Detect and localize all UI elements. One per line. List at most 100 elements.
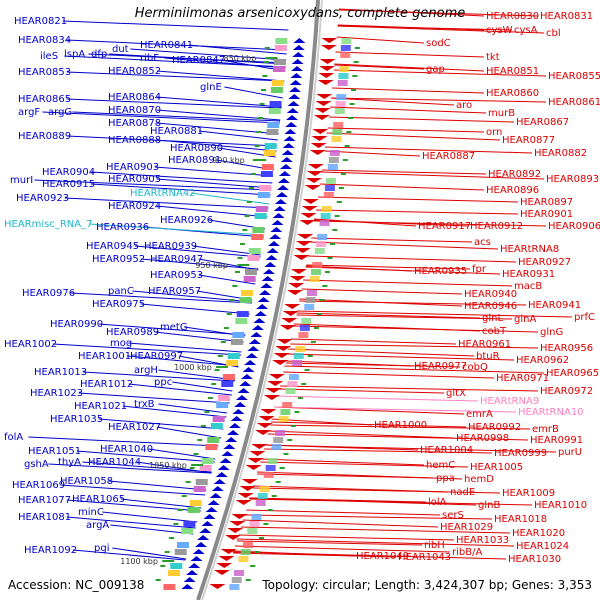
right-gene-label: HEAR0965 <box>546 368 599 379</box>
annotation-block <box>212 416 225 422</box>
green-dash <box>169 537 175 539</box>
annotation-block <box>278 416 289 422</box>
right-gene-arrow <box>305 178 322 183</box>
annotation-block <box>273 437 284 443</box>
right-gene-label: HEAR0977 <box>414 361 467 372</box>
right-gene-label: btuR <box>476 351 500 362</box>
green-dash <box>304 369 310 371</box>
annotation-block <box>328 157 339 163</box>
left-gene-label: HEAR0891 <box>168 155 221 166</box>
connector-line <box>268 430 455 439</box>
left-gene-arrow <box>219 458 232 463</box>
annotation-block <box>288 374 299 380</box>
connector-line <box>62 20 289 31</box>
green-dash <box>177 509 183 511</box>
green-dash <box>324 271 330 273</box>
right-gene-label: HEAR0851 <box>486 66 539 77</box>
left-gene-label: HEAR1035 <box>50 414 103 425</box>
annotation-block <box>336 94 347 100</box>
annotation-block <box>263 150 276 156</box>
right-gene-label: HEAR0901 <box>520 209 573 220</box>
annotation-block <box>340 52 351 58</box>
green-dash <box>173 523 179 525</box>
connector-line <box>66 39 288 51</box>
annotation-block <box>337 80 348 86</box>
annotation-block <box>232 332 245 338</box>
annotation-block <box>266 129 279 135</box>
annotation-block <box>261 164 274 170</box>
left-gene-arrow <box>194 542 207 547</box>
left-gene-arrow <box>232 409 245 414</box>
green-dash <box>329 243 335 245</box>
connector-line <box>326 132 501 141</box>
left-gene-arrow <box>281 150 294 155</box>
green-dash <box>290 425 296 427</box>
left-gene-label: HEAR0870 <box>108 105 161 116</box>
left-rna-label: HEARmisc_RNA_7 <box>4 219 93 230</box>
left-gene-arrow <box>289 87 302 92</box>
connector-line <box>156 96 282 108</box>
right-gene-label: HEAR0931 <box>502 269 555 280</box>
connector-line <box>264 448 493 454</box>
green-dash <box>338 187 344 189</box>
annotation-block <box>229 584 240 590</box>
right-gene-label: HEAR1004 <box>420 445 473 456</box>
annotation-block <box>254 213 267 219</box>
annotation-block <box>205 444 218 450</box>
green-dash <box>267 509 273 511</box>
connector-line <box>64 197 269 209</box>
right-gene-label: HEAR0860 <box>486 88 539 99</box>
left-gene-label: HEAR1002 <box>4 339 57 350</box>
connector-line <box>315 209 519 215</box>
annotation-block <box>170 563 183 569</box>
annotation-block <box>319 220 330 226</box>
annotation-block <box>293 353 304 359</box>
left-gene-label: HEAR0903 <box>106 162 159 173</box>
annotation-block <box>258 185 271 191</box>
annotation-block <box>221 381 234 387</box>
left-gene-arrow <box>271 220 284 225</box>
green-dash <box>307 355 313 357</box>
scale-tick-label: 900 kbp <box>212 156 245 165</box>
left-gene-label: mog <box>110 338 132 349</box>
left-gene-arrow <box>274 199 287 204</box>
annotation-block <box>222 374 235 380</box>
green-dash <box>313 327 319 329</box>
green-dash <box>254 145 260 147</box>
annotation-block <box>285 388 296 394</box>
connector-line <box>98 418 224 430</box>
connector-line <box>233 552 397 558</box>
connector-line <box>310 241 499 250</box>
connector-line <box>321 171 545 180</box>
left-gene-arrow <box>264 262 277 267</box>
connector-line <box>260 458 425 466</box>
annotation-block <box>265 465 276 471</box>
green-dash <box>319 299 325 301</box>
green-dash <box>327 257 333 259</box>
connector-line <box>319 183 485 191</box>
right-gene-label: aro <box>456 100 472 111</box>
left-gene-arrow <box>203 514 216 519</box>
connector-line <box>78 392 230 404</box>
right-gene-label: HEAR0935 <box>414 266 467 277</box>
right-gene-label: HEAR0946 <box>464 301 517 312</box>
connector-line <box>242 519 439 528</box>
left-gene-label: HEAR1044 <box>88 457 141 468</box>
annotation-block <box>255 206 268 212</box>
left-gene-arrow <box>260 283 273 288</box>
right-gene-arrow <box>284 304 301 309</box>
green-dash <box>242 229 248 231</box>
annotation-block <box>167 570 180 576</box>
annotation-block <box>187 507 200 513</box>
right-gene-label: HEAR0892 <box>488 169 541 180</box>
annotation-block <box>312 262 323 268</box>
annotation-block <box>239 297 252 303</box>
left-gene-label: murI <box>10 175 33 186</box>
left-gene-label: trxB <box>134 399 155 410</box>
left-gene-arrow <box>225 437 238 442</box>
connector-line <box>72 549 186 561</box>
left-gene-label: panC <box>108 286 134 297</box>
right-gene-arrow <box>299 220 316 225</box>
right-gene-arrow <box>320 45 337 50</box>
left-gene-arrow <box>185 570 198 575</box>
